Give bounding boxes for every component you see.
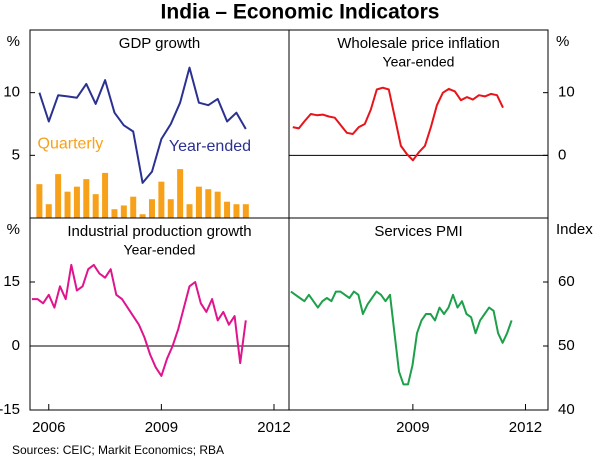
line-series bbox=[290, 290, 513, 386]
y-tick-label: 40 bbox=[558, 401, 575, 418]
panel-title: Wholesale price inflation bbox=[337, 35, 500, 52]
x-tick-label: 2009 bbox=[396, 419, 429, 436]
line-series bbox=[31, 263, 247, 377]
bar bbox=[177, 169, 184, 218]
x-tick-label: 2012 bbox=[509, 419, 542, 436]
bar bbox=[186, 204, 193, 218]
y-tick-label: 10 bbox=[558, 84, 575, 101]
panel-title: Services PMI bbox=[374, 223, 462, 240]
bar bbox=[130, 196, 137, 218]
y-tick-label: 0 bbox=[12, 337, 20, 354]
annotation: Year-ended bbox=[169, 138, 251, 155]
panel-frame bbox=[288, 217, 549, 411]
bar bbox=[73, 186, 80, 218]
bar bbox=[224, 201, 231, 218]
panel-subtitle: Year-ended bbox=[383, 54, 455, 70]
bar bbox=[167, 199, 174, 218]
annotation: Quarterly bbox=[38, 135, 104, 152]
bar bbox=[64, 191, 71, 218]
bar bbox=[205, 189, 212, 218]
source: Sources: CEIC; Markit Economics; RBA bbox=[12, 443, 224, 457]
panel-subtitle: Year-ended bbox=[124, 242, 196, 258]
y-tick-label: -15 bbox=[0, 401, 20, 418]
bar bbox=[148, 199, 155, 218]
y-tick-label: 5 bbox=[12, 146, 20, 163]
y-unit: % bbox=[7, 221, 20, 238]
x-tick-label: 2006 bbox=[32, 419, 65, 436]
panel-title: GDP growth bbox=[119, 35, 200, 52]
y-unit: % bbox=[556, 33, 569, 50]
y-tick-label: 15 bbox=[3, 273, 20, 290]
bar bbox=[55, 174, 62, 218]
y-tick-label: 0 bbox=[558, 146, 566, 163]
bar bbox=[139, 214, 146, 218]
line-series bbox=[38, 66, 247, 184]
y-tick-label: 10 bbox=[3, 84, 20, 101]
bar bbox=[120, 205, 127, 218]
bar bbox=[158, 181, 165, 218]
bar bbox=[111, 209, 118, 218]
bar bbox=[233, 204, 240, 218]
bar bbox=[45, 204, 52, 218]
bar bbox=[242, 204, 249, 218]
y-tick-label: 60 bbox=[558, 273, 575, 290]
bar bbox=[195, 186, 202, 218]
bar bbox=[92, 194, 99, 218]
x-tick-label: 2009 bbox=[145, 419, 178, 436]
chart-title: India – Economic Indicators bbox=[161, 1, 440, 24]
bar bbox=[83, 179, 90, 218]
x-tick-label: 2012 bbox=[257, 419, 290, 436]
line-series bbox=[292, 86, 504, 162]
y-unit: % bbox=[7, 33, 20, 50]
panel-title: Industrial production growth bbox=[67, 223, 251, 240]
bar bbox=[214, 191, 221, 218]
bar bbox=[102, 172, 109, 218]
y-tick-label: 50 bbox=[558, 337, 575, 354]
bar bbox=[36, 184, 43, 218]
y-unit: Index bbox=[556, 221, 593, 238]
